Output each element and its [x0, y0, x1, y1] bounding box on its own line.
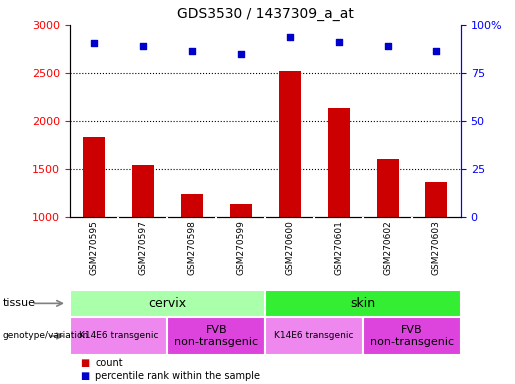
Text: GSM270603: GSM270603 — [432, 220, 441, 275]
Text: GSM270595: GSM270595 — [90, 220, 98, 275]
Point — [236, 51, 245, 57]
Text: GSM270602: GSM270602 — [383, 220, 392, 275]
Bar — [181, 194, 203, 313]
Text: GSM270598: GSM270598 — [187, 220, 196, 275]
Text: GSM270599: GSM270599 — [236, 220, 245, 275]
Bar — [167, 317, 265, 355]
Bar — [363, 317, 461, 355]
Point — [335, 39, 343, 45]
Point — [187, 48, 196, 54]
Text: K14E6 transgenic: K14E6 transgenic — [274, 331, 354, 341]
Title: GDS3530 / 1437309_a_at: GDS3530 / 1437309_a_at — [177, 7, 354, 21]
Point — [432, 48, 440, 54]
Point — [90, 40, 98, 46]
Text: ■: ■ — [80, 358, 89, 368]
Text: ■: ■ — [80, 371, 89, 381]
Text: percentile rank within the sample: percentile rank within the sample — [95, 371, 260, 381]
Text: tissue: tissue — [3, 298, 36, 308]
Text: FVB
non-transgenic: FVB non-transgenic — [174, 325, 259, 347]
Bar — [132, 165, 154, 313]
Text: GSM270600: GSM270600 — [285, 220, 294, 275]
Point — [139, 43, 147, 49]
Text: K14E6 transgenic: K14E6 transgenic — [79, 331, 158, 341]
Text: cervix: cervix — [148, 297, 186, 310]
Point — [285, 35, 294, 41]
Text: count: count — [95, 358, 123, 368]
Bar — [265, 317, 363, 355]
Text: skin: skin — [351, 297, 375, 310]
Text: GSM270601: GSM270601 — [334, 220, 343, 275]
Bar — [70, 317, 167, 355]
Text: GSM270597: GSM270597 — [139, 220, 147, 275]
Point — [383, 43, 391, 49]
Bar — [230, 204, 252, 313]
Bar — [70, 290, 265, 317]
Text: genotype/variation: genotype/variation — [3, 331, 89, 341]
Bar — [265, 290, 461, 317]
Bar — [279, 71, 301, 313]
Bar — [83, 137, 105, 313]
Bar — [425, 182, 448, 313]
Bar — [328, 108, 350, 313]
Bar — [376, 159, 399, 313]
Text: FVB
non-transgenic: FVB non-transgenic — [370, 325, 454, 347]
